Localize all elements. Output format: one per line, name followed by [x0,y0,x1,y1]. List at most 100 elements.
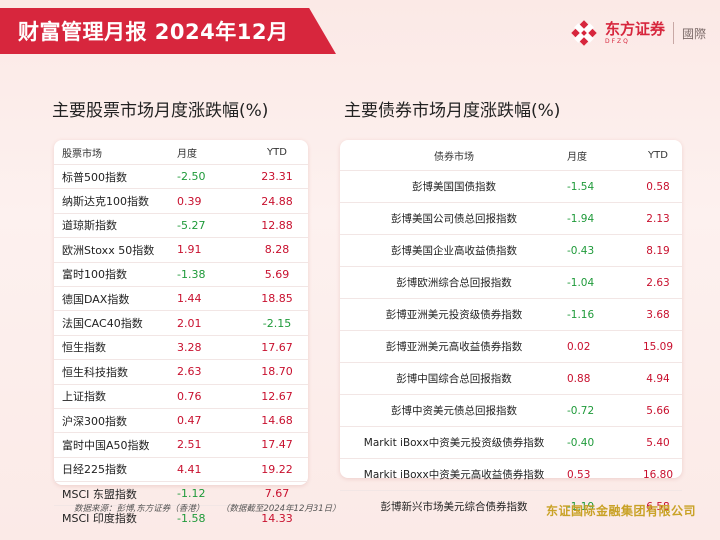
logo-divider [672,22,674,44]
logo-abbrev: DFZQ [604,37,630,45]
bond-table-panel: 债券市场 月度 YTD 彭博美国国债指数 -1.54 0.58 彭博美国公司债总回报指… [340,140,682,522]
bond-row: 彭博美国公司债总回报指数 -1.94 2.13 [340,202,682,235]
bond-ytd-value: 2.63 [634,266,682,299]
brand-logo: 东方证券 DFZQ 國際 [571,20,706,46]
bond-ytd-value: 3.68 [634,298,682,331]
stock-row: 德国DAX指数 1.44 18.85 [54,285,308,311]
stock-header-market: 股票市场 [62,148,102,160]
data-source-note: 数据来源：彭博,东方证券（香港） （数据截至2024年12月31日） [74,502,355,514]
stock-header-month: 月度 [177,148,197,160]
bond-month-value: -1.54 [553,170,634,203]
bond-ytd-value: 5.40 [634,426,682,459]
stock-month-value: -5.27 [171,212,246,238]
bond-row: 彭博美国企业高收益债指数 -0.43 8.19 [340,234,682,267]
stock-month-value: -1.58 [171,505,246,530]
stock-market-name: 日经225指数 [54,456,171,482]
stock-row: 富时中国A50指数 2.51 17.47 [54,432,308,458]
bond-month-value: -0.40 [553,426,634,459]
bond-market-name: Markit iBoxx中资美元高收益债券指数 [340,458,553,491]
bond-ytd-value: 0.58 [634,170,682,203]
stock-market-name: 上证指数 [54,383,171,409]
bond-market-name: Markit iBoxx中资美元投资级债券指数 [340,426,553,459]
bond-ytd-value: 6.58 [634,490,682,522]
stock-ytd-value: 17.67 [246,334,308,360]
bond-ytd-value: 5.66 [634,394,682,427]
bond-market-name: 彭博亚洲美元投资级债券指数 [340,298,553,331]
stock-market-name: 恒生科技指数 [54,359,171,385]
source-text: 数据来源：彭博,东方证券（香港） [74,504,205,514]
bond-section-title: 主要债券市场月度涨跌幅(%) [344,101,561,121]
stock-table-panel: 股票市场 月度 YTD 标普500指数 -2.50 23.31 纳斯达克100指数 0.… [54,140,308,530]
stock-row: 恒生指数 3.28 17.67 [54,334,308,360]
bond-ytd-value: 8.19 [634,234,682,267]
stock-ytd-value: 8.28 [246,237,308,263]
stock-market-name: 法国CAC40指数 [54,310,171,336]
bond-month-value: -1.19 [553,490,634,522]
stock-month-value: -1.12 [171,481,246,506]
bond-row: Markit iBoxx中资美元高收益债券指数 0.53 16.80 [340,458,682,491]
bond-ytd-value: 4.94 [634,362,682,395]
stock-row: 日经225指数 4.41 19.22 [54,456,308,482]
stock-ytd-value: 19.22 [246,456,308,482]
stock-month-value: 0.47 [171,407,246,433]
stock-market-name: 标普500指数 [54,163,171,189]
stock-ytd-value: 12.67 [246,383,308,409]
bond-market-name: 彭博美国国债指数 [340,170,553,203]
bond-row: 彭博亚洲美元投资级债券指数 -1.16 3.68 [340,298,682,331]
stock-ytd-value: 18.85 [246,285,308,311]
bond-header-month: 月度 [567,151,587,163]
stock-header-ytd: YTD [267,146,287,158]
bond-month-value: 0.53 [553,458,634,491]
stock-market-name: 欧洲Stoxx 50指数 [54,237,171,263]
bond-market-name: 彭博中国综合总回报指数 [340,362,553,395]
stock-month-value: 0.39 [171,188,246,214]
bond-market-name: 彭博美国公司债总回报指数 [340,202,553,235]
bond-header-market: 债券市场 [434,151,474,163]
stock-market-name: 纳斯达克100指数 [54,188,171,214]
bond-month-value: 0.88 [553,362,634,395]
bond-month-value: -1.04 [553,266,634,299]
bond-month-value: -1.16 [553,298,634,331]
bond-month-value: -1.94 [553,202,634,235]
bond-row: 彭博新兴市场美元综合债券指数 -1.19 6.58 [340,490,682,522]
stock-month-value: 4.41 [171,456,246,482]
stock-ytd-value: 18.70 [246,359,308,385]
bond-month-value: 0.02 [553,330,634,363]
stock-market-name: MSCI 印度指数 [54,505,171,530]
stock-market-name: 富时中国A50指数 [54,432,171,458]
bond-market-name: 彭博美国企业高收益债指数 [340,234,553,267]
bond-ytd-value: 2.13 [634,202,682,235]
logo-international: 國際 [681,26,706,41]
company-name: 东证国际金融集团有限公司 [545,504,696,518]
bond-ytd-value: 15.09 [634,330,682,363]
stock-table-header: 股票市场 月度 YTD [54,140,308,165]
bond-market-name: 彭博亚洲美元高收益债券指数 [340,330,553,363]
stock-month-value: -2.50 [171,163,246,189]
stock-market-name: 恒生指数 [54,334,171,360]
stock-ytd-value: 17.47 [246,432,308,458]
stock-row: 道琼斯指数 -5.27 12.88 [54,212,308,238]
stock-row: 恒生科技指数 2.63 18.70 [54,359,308,385]
logo-mark-icon [571,20,597,46]
stock-market-name: 富时100指数 [54,261,171,287]
bond-row: 彭博中资美元债总回报指数 -0.72 5.66 [340,394,682,427]
date-note-text: （数据截至2024年12月31日） [220,504,341,514]
stock-month-value: 2.63 [171,359,246,385]
bond-market-name: 彭博新兴市场美元综合债券指数 [340,490,553,522]
stock-row: 标普500指数 -2.50 23.31 [54,163,308,189]
bond-ytd-value: 16.80 [634,458,682,491]
stock-month-value: 2.51 [171,432,246,458]
bond-month-value: -0.72 [553,394,634,427]
bond-row: 彭博亚洲美元高收益债券指数 0.02 15.09 [340,330,682,363]
stock-row: 富时100指数 -1.38 5.69 [54,261,308,287]
stock-section-title: 主要股票市场月度涨跌幅(%) [52,101,269,121]
bond-table: 债券市场 月度 YTD 彭博美国国债指数 -1.54 0.58 彭博美国公司债总回报指… [340,140,682,522]
stock-ytd-value: 12.88 [246,212,308,238]
bond-header-ytd: YTD [648,149,668,161]
bond-row: 彭博中国综合总回报指数 0.88 4.94 [340,362,682,395]
stock-ytd-value: -2.15 [246,310,308,336]
stock-month-value: 3.28 [171,334,246,360]
stock-ytd-value: 7.67 [246,481,308,506]
stock-month-value: 2.01 [171,310,246,336]
stock-row: 上证指数 0.76 12.67 [54,383,308,409]
